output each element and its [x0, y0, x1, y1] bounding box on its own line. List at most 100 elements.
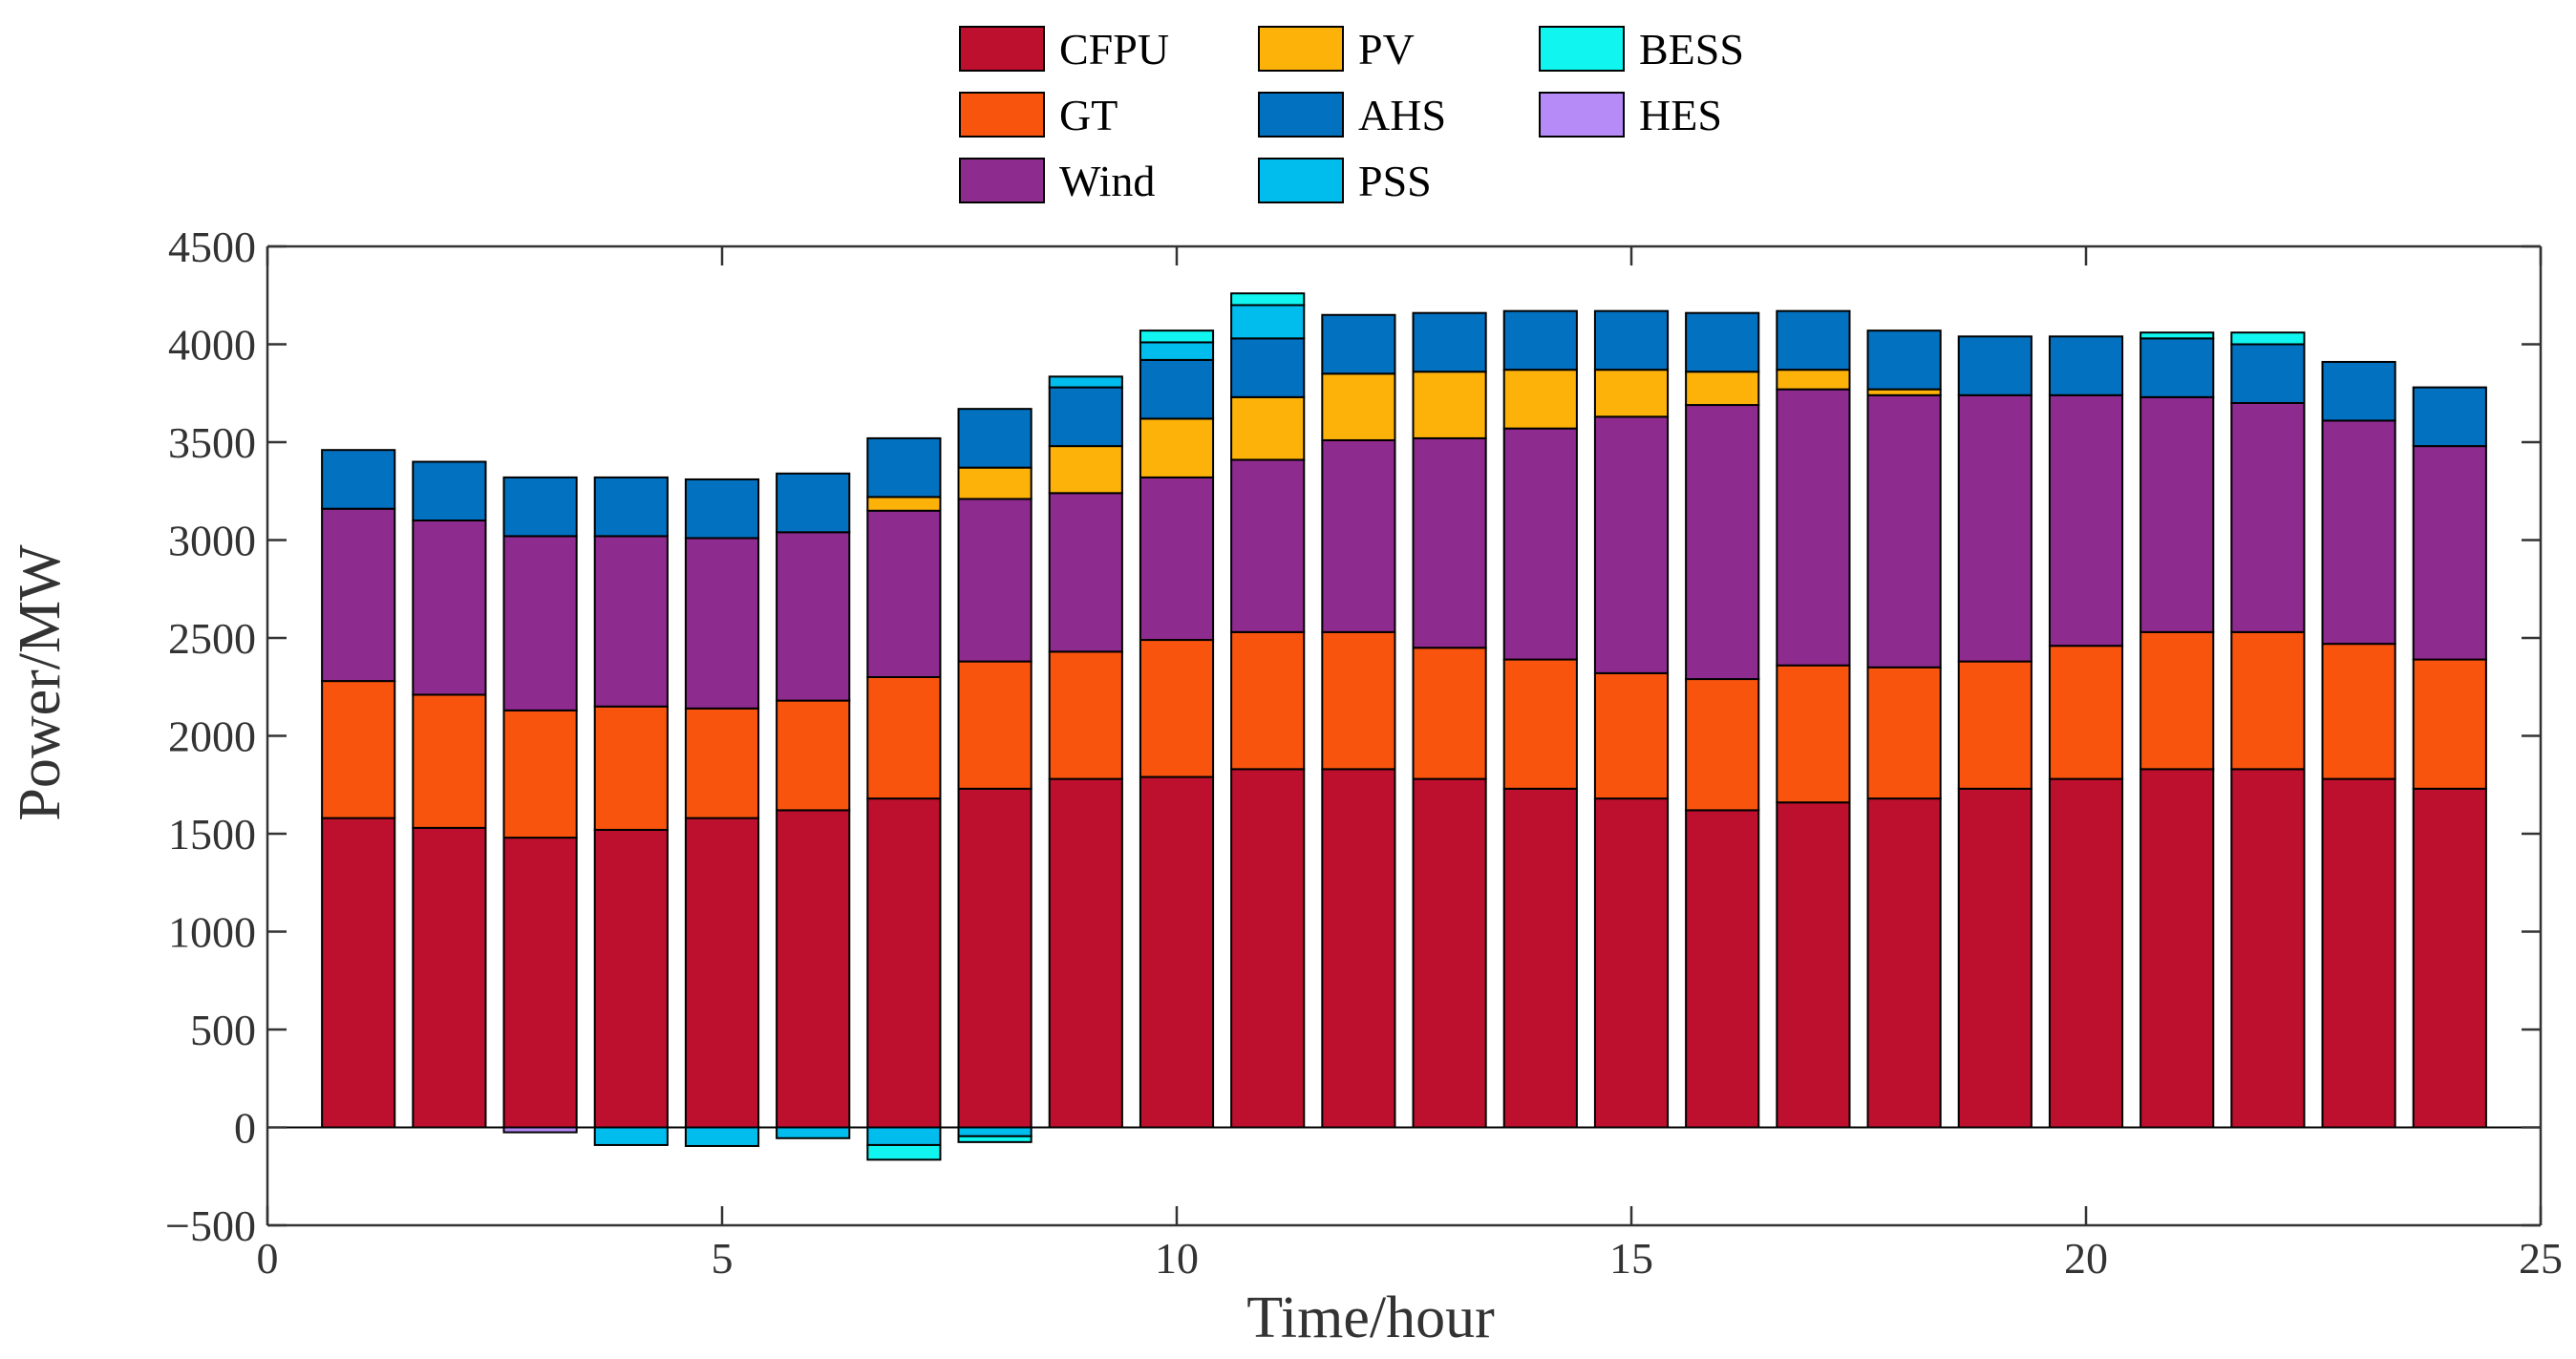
- bar-gt-4: [593, 705, 669, 831]
- bar-gt-21: [2140, 630, 2215, 771]
- bar-wind-3: [502, 535, 578, 711]
- bar-pv-12: [1321, 372, 1396, 441]
- bar-pss-7: [866, 1126, 942, 1146]
- bar-ahs-4: [593, 476, 669, 538]
- bar-wind-1: [321, 507, 396, 683]
- bar-gt-15: [1593, 671, 1670, 800]
- bar-ahs-23: [2321, 360, 2396, 422]
- bar-cfpu-19: [1957, 787, 2033, 1129]
- y-tick-label: 0: [234, 1104, 256, 1153]
- bar-gt-16: [1685, 678, 1760, 812]
- y-tick-label: 2500: [168, 614, 256, 663]
- bar-ahs-22: [2230, 343, 2306, 404]
- bar-pss-5: [684, 1126, 760, 1147]
- bar-gt-3: [502, 709, 578, 839]
- bar-pv-10: [1139, 417, 1215, 478]
- bar-ahs-16: [1685, 311, 1760, 373]
- bar-ahs-5: [684, 478, 760, 540]
- bar-gt-2: [412, 693, 487, 829]
- bar-cfpu-23: [2321, 777, 2396, 1129]
- bar-wind-17: [1776, 388, 1851, 667]
- legend-swatch-pss: [1258, 158, 1344, 203]
- bar-pss-8: [957, 1126, 1033, 1137]
- bar-cfpu-13: [1412, 777, 1487, 1129]
- bar-cfpu-20: [2048, 777, 2124, 1129]
- bar-pv-7: [866, 496, 942, 512]
- bar-ahs-11: [1230, 337, 1306, 398]
- bar-wind-16: [1685, 404, 1760, 681]
- bar-cfpu-10: [1139, 775, 1215, 1129]
- bar-cfpu-12: [1321, 768, 1396, 1129]
- y-tick-label: 4500: [168, 223, 256, 271]
- bar-wind-13: [1412, 436, 1487, 649]
- legend-swatch-hes: [1539, 92, 1625, 138]
- bar-cfpu-1: [321, 817, 396, 1129]
- bar-cfpu-21: [2140, 768, 2215, 1129]
- axes: −500050010001500200025003000350040004500…: [165, 223, 2563, 1283]
- bar-pv-14: [1502, 369, 1578, 430]
- bar-ahs-14: [1502, 309, 1578, 372]
- bar-gt-14: [1502, 658, 1578, 790]
- bar-ahs-6: [776, 472, 851, 534]
- x-tick-label: 20: [2064, 1234, 2108, 1283]
- bar-gt-11: [1230, 630, 1306, 771]
- bar-ahs-8: [957, 408, 1033, 469]
- x-tick-label: 10: [1155, 1234, 1199, 1283]
- bar-ahs-12: [1321, 313, 1396, 375]
- y-tick-label: 3000: [168, 517, 256, 565]
- bar-wind-7: [866, 509, 942, 678]
- bar-gt-10: [1139, 639, 1215, 778]
- legend-swatch-gt: [959, 92, 1045, 138]
- bar-cfpu-8: [957, 787, 1033, 1129]
- bar-ahs-17: [1776, 309, 1851, 372]
- bar-wind-9: [1048, 492, 1123, 653]
- bar-wind-6: [776, 531, 851, 702]
- bar-pss-10: [1139, 341, 1215, 361]
- bar-pv-15: [1593, 369, 1670, 418]
- bar-bess-22: [2230, 331, 2306, 346]
- bar-gt-22: [2230, 630, 2306, 771]
- legend-swatch-ahs: [1258, 92, 1344, 138]
- bar-gt-20: [2048, 645, 2124, 780]
- bar-cfpu-5: [684, 817, 760, 1129]
- bar-cfpu-7: [866, 797, 942, 1129]
- bar-pv-13: [1412, 371, 1487, 439]
- bar-cfpu-15: [1593, 797, 1670, 1129]
- legend: CFPU GT Wind PV AHS PSS BESS HES: [959, 25, 1744, 205]
- y-tick-label: 1000: [168, 908, 256, 957]
- bar-cfpu-14: [1502, 787, 1578, 1129]
- bar-ahs-19: [1957, 335, 2033, 396]
- y-tick-label: 500: [190, 1006, 256, 1054]
- legend-swatch-bess: [1539, 26, 1625, 72]
- bar-cfpu-18: [1866, 797, 1942, 1129]
- y-tick-label: 4000: [168, 321, 256, 370]
- bar-ahs-20: [2048, 335, 2124, 396]
- bar-gt-23: [2321, 643, 2396, 780]
- bar-pss-9: [1048, 375, 1123, 389]
- bar-gt-8: [957, 660, 1033, 790]
- legend-label-ahs: AHS: [1358, 91, 1446, 139]
- plot-area: [321, 292, 2487, 1161]
- bar-ahs-18: [1866, 329, 1942, 391]
- bar-gt-6: [776, 699, 851, 812]
- x-tick-label: 0: [257, 1234, 279, 1283]
- bar-wind-8: [957, 498, 1033, 663]
- y-tick-label: 2000: [168, 712, 256, 761]
- legend-label-bess: BESS: [1639, 25, 1744, 74]
- legend-swatch-cfpu: [959, 26, 1045, 72]
- bar-gt-17: [1776, 664, 1851, 804]
- bar-ahs-1: [321, 449, 396, 510]
- bar-cfpu-16: [1685, 809, 1760, 1129]
- bar-wind-4: [593, 535, 669, 708]
- bar-pv-17: [1776, 369, 1851, 391]
- bar-wind-2: [412, 520, 487, 696]
- bar-bess-7: [866, 1143, 942, 1161]
- bar-wind-19: [1957, 393, 2033, 663]
- x-tick-label: 25: [2519, 1234, 2563, 1283]
- x-tick-label: 5: [712, 1234, 734, 1283]
- bar-wind-11: [1230, 458, 1306, 633]
- bar-ahs-7: [866, 436, 942, 499]
- bar-cfpu-6: [776, 809, 851, 1129]
- bar-pv-8: [957, 466, 1033, 500]
